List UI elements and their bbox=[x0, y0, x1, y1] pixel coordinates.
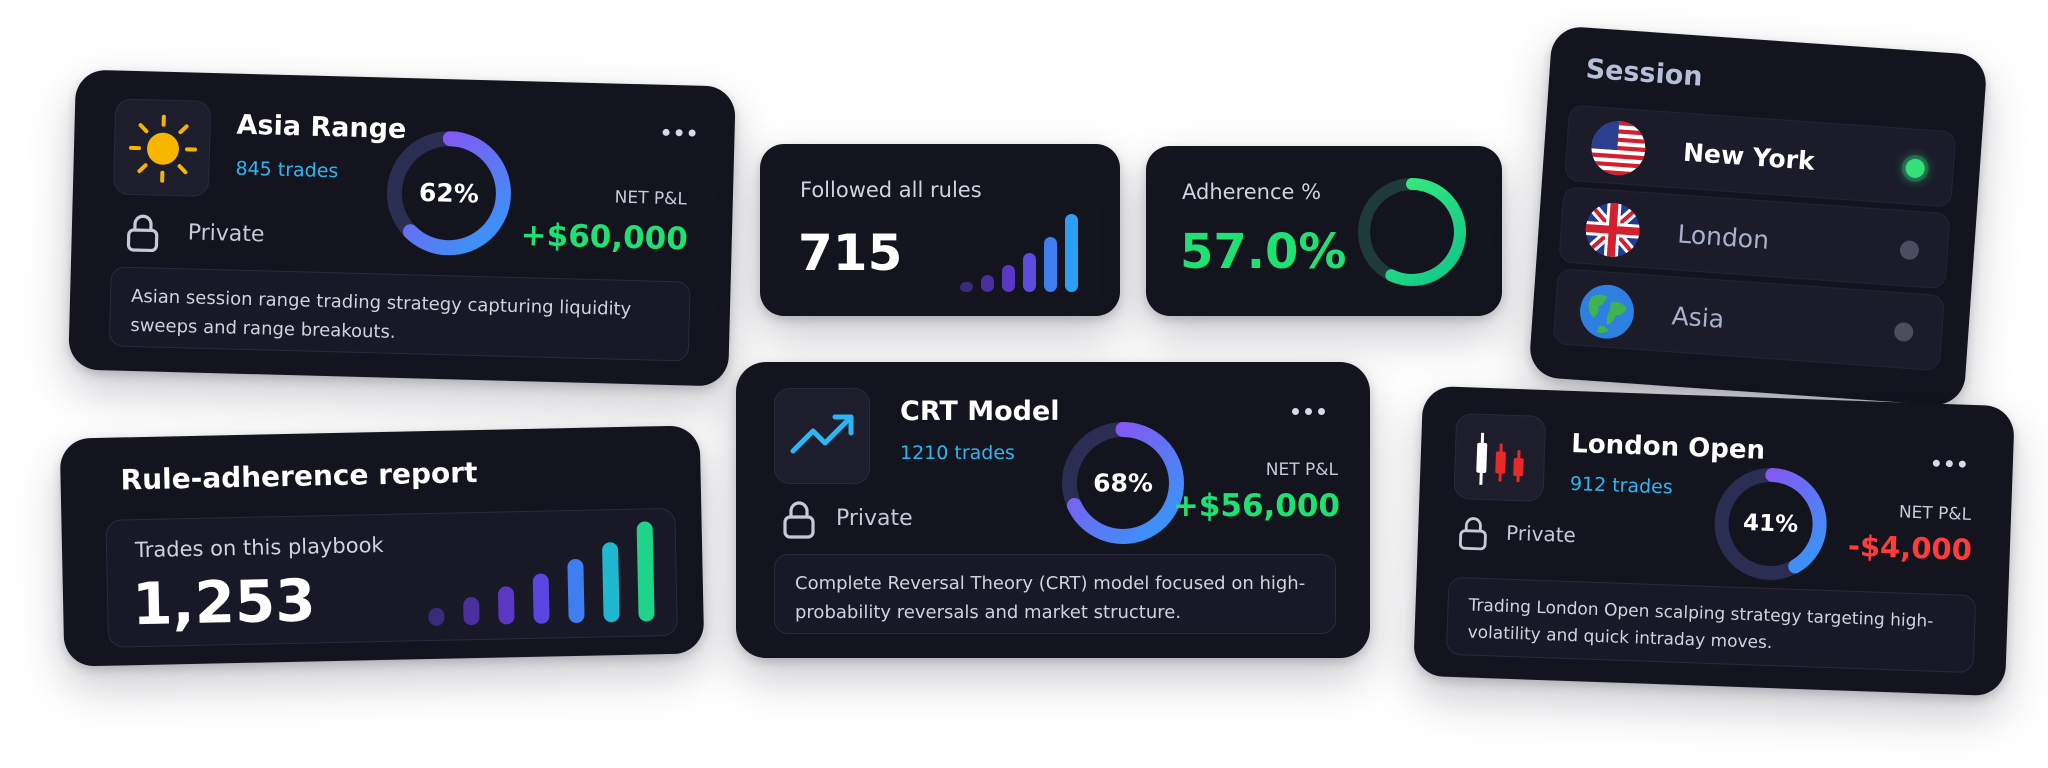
session-option-new-york[interactable]: New York bbox=[1564, 104, 1957, 208]
bar bbox=[567, 558, 585, 624]
asia-range-icon-tile bbox=[112, 98, 212, 197]
report-title: Rule-adherence report bbox=[120, 455, 478, 497]
donut-progress-arc bbox=[386, 131, 511, 256]
stat-label: Followed all rules bbox=[800, 178, 982, 202]
bar bbox=[1044, 237, 1057, 292]
more-options-icon[interactable] bbox=[662, 128, 696, 137]
trade-count: 845 trades bbox=[235, 157, 339, 183]
session-option-asia[interactable]: Asia bbox=[1552, 268, 1945, 372]
adherence-card: Adherence % 57.0% bbox=[1146, 146, 1502, 316]
session-name: London bbox=[1676, 219, 1770, 255]
selected-indicator[interactable] bbox=[1905, 158, 1926, 179]
us-flag-icon bbox=[1589, 119, 1648, 177]
report-panel: Trades on this playbook 1,253 bbox=[105, 507, 678, 648]
playbook-title: CRT Model bbox=[900, 396, 1060, 427]
bar bbox=[428, 607, 445, 627]
net-pnl-label: NET P&L bbox=[1265, 460, 1338, 480]
crt-model-icon-tile bbox=[774, 388, 870, 484]
bar bbox=[497, 586, 515, 625]
london-open-card[interactable]: London Open 912 trades Private 41% NET P… bbox=[1413, 385, 2015, 697]
lock-icon bbox=[126, 214, 159, 253]
win-rate-donut: 62% bbox=[385, 130, 512, 257]
session-card: Session New York bbox=[1528, 25, 1988, 407]
bar bbox=[463, 596, 480, 626]
trend-up-icon bbox=[790, 414, 854, 454]
session-option-london[interactable]: London bbox=[1558, 186, 1951, 290]
donut-progress-arc bbox=[1358, 178, 1466, 286]
visibility-label: Private bbox=[836, 506, 913, 531]
net-pnl-label: NET P&L bbox=[1898, 502, 1972, 525]
stat-value: 57.0% bbox=[1180, 224, 1347, 280]
win-rate-donut: 41% bbox=[1713, 466, 1829, 582]
globe-icon bbox=[1579, 284, 1634, 339]
visibility-label: Private bbox=[1505, 520, 1577, 548]
bar bbox=[636, 521, 655, 622]
bar bbox=[981, 275, 994, 292]
donut-progress-arc bbox=[1714, 467, 1827, 580]
playbook-title: London Open bbox=[1570, 428, 1766, 466]
win-rate-donut: 68% bbox=[1062, 422, 1184, 544]
playbook-description: Asian session range trading strategy cap… bbox=[108, 266, 691, 362]
session-name: Asia bbox=[1670, 301, 1726, 334]
win-rate-value: 41% bbox=[1742, 510, 1799, 538]
net-pnl-value: -$4,000 bbox=[1847, 528, 1973, 567]
session-name: New York bbox=[1682, 137, 1816, 176]
stat-label: Adherence % bbox=[1182, 180, 1322, 204]
unselected-indicator[interactable] bbox=[1893, 321, 1914, 343]
win-rate-value: 68% bbox=[1093, 468, 1153, 498]
bar bbox=[1023, 253, 1036, 292]
donut-progress-arc bbox=[1062, 422, 1184, 544]
trade-count: 912 trades bbox=[1569, 472, 1674, 499]
net-pnl-value: +$60,000 bbox=[520, 217, 689, 258]
stat-label: Trades on this playbook bbox=[134, 532, 384, 563]
trade-count: 1210 trades bbox=[900, 442, 1015, 464]
donut-ring bbox=[1062, 422, 1184, 544]
followed-rules-bar-chart bbox=[960, 214, 1090, 292]
bar bbox=[1002, 265, 1015, 292]
session-title: Session bbox=[1584, 53, 1704, 93]
more-options-icon[interactable] bbox=[1932, 459, 1966, 468]
donut-ring bbox=[386, 131, 511, 256]
followed-rules-card: Followed all rules 715 bbox=[760, 144, 1120, 316]
stat-value: 715 bbox=[798, 224, 903, 282]
donut-ring bbox=[1358, 178, 1466, 286]
more-options-icon[interactable] bbox=[1292, 408, 1325, 415]
playbook-description: Trading London Open scalping strategy ta… bbox=[1445, 576, 1977, 674]
bar bbox=[960, 282, 973, 292]
lock-icon bbox=[1458, 517, 1487, 551]
lock-icon bbox=[783, 501, 815, 539]
bar bbox=[601, 542, 620, 623]
london-open-icon-tile bbox=[1453, 412, 1547, 503]
playbook-description: Complete Reversal Theory (CRT) model foc… bbox=[774, 554, 1336, 634]
win-rate-value: 62% bbox=[418, 177, 480, 209]
uk-flag-icon bbox=[1583, 201, 1642, 259]
playbook-title: Asia Range bbox=[236, 109, 407, 146]
sun-icon bbox=[129, 114, 197, 183]
candlestick-icon bbox=[1476, 432, 1524, 485]
unselected-indicator[interactable] bbox=[1899, 240, 1920, 261]
stat-value: 1,253 bbox=[131, 566, 317, 639]
asia-range-card[interactable]: Asia Range 845 trades Private 62% NET P&… bbox=[68, 69, 736, 387]
bar bbox=[532, 573, 550, 624]
crt-model-card[interactable]: CRT Model 1210 trades Private 68% NET P&… bbox=[736, 362, 1370, 658]
net-pnl-label: NET P&L bbox=[614, 187, 688, 210]
rule-report-card: Rule-adherence report Trades on this pla… bbox=[59, 425, 705, 667]
adherence-donut bbox=[1358, 178, 1466, 286]
report-bar-chart bbox=[427, 521, 659, 627]
donut-ring bbox=[1714, 467, 1827, 580]
bar bbox=[1065, 214, 1078, 292]
visibility-label: Private bbox=[187, 220, 265, 248]
net-pnl-value: +$56,000 bbox=[1172, 488, 1340, 524]
